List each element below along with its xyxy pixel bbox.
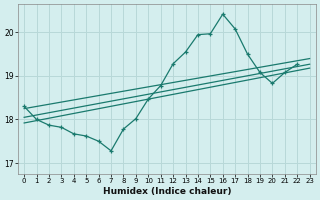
X-axis label: Humidex (Indice chaleur): Humidex (Indice chaleur): [103, 187, 231, 196]
